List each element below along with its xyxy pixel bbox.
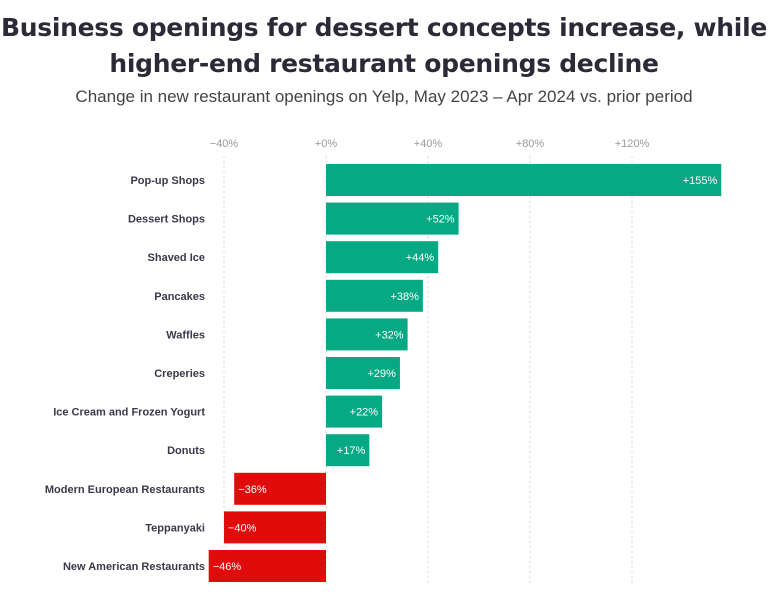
bar	[326, 279, 423, 312]
data-label: +29%	[367, 368, 396, 380]
data-label: +22%	[350, 407, 379, 419]
bar	[224, 511, 326, 544]
category-label: Pancakes	[154, 291, 205, 303]
chart-title: Business openings for dessert concepts i…	[0, 10, 768, 82]
bar	[326, 434, 370, 467]
chart-subtitle: Change in new restaurant openings on Yel…	[75, 87, 693, 106]
category-label: New American Restaurants	[63, 561, 205, 573]
category-label: Teppanyaki	[145, 522, 205, 534]
data-label: +17%	[337, 445, 366, 457]
chart-title-line-2: higher-end restaurant openings decline	[109, 49, 659, 78]
data-label: +155%	[683, 175, 718, 187]
data-label: −36%	[238, 484, 267, 496]
category-label: Ice Cream and Frozen Yogurt	[53, 407, 205, 419]
category-label: Pop-up Shops	[130, 175, 205, 187]
bar	[326, 202, 459, 235]
category-label: Dessert Shops	[128, 214, 205, 226]
x-tick-label: +40%	[414, 138, 443, 150]
category-label: Creperies	[154, 368, 205, 380]
bar	[326, 164, 722, 196]
x-tick-label: +120%	[615, 138, 650, 150]
data-label: +32%	[375, 329, 404, 341]
bar	[208, 550, 326, 582]
bar	[326, 318, 408, 351]
data-label: +44%	[406, 252, 435, 264]
bar	[326, 241, 439, 274]
bar	[234, 472, 326, 505]
data-label: +52%	[426, 214, 455, 226]
bar	[326, 395, 383, 428]
data-label: −46%	[213, 561, 242, 573]
category-label: Modern European Restaurants	[45, 484, 205, 496]
chart-title-line-1: Business openings for dessert concepts i…	[1, 13, 767, 42]
x-tick-label: +80%	[516, 138, 545, 150]
x-tick-label: +0%	[315, 138, 338, 150]
x-tick-label: −40%	[210, 138, 239, 150]
category-label: Shaved Ice	[148, 252, 205, 264]
category-label: Waffles	[166, 329, 205, 341]
bar	[326, 357, 400, 389]
data-label: −40%	[228, 522, 257, 534]
category-label: Donuts	[167, 445, 205, 457]
data-label: +38%	[390, 291, 419, 303]
